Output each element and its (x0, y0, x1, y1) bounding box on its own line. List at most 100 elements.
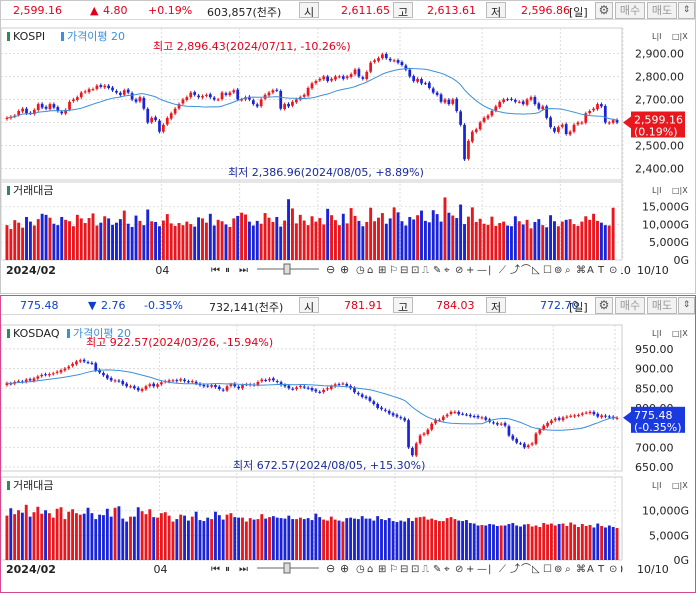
kosdaq-drawing-tool-icon: ⊞ (378, 564, 386, 575)
kosdaq-candle-body (55, 371, 59, 373)
kospi-volume-bar (611, 207, 615, 260)
kospi-volume-bar (553, 221, 556, 260)
kosdaq-volume-legend-marker (7, 481, 10, 490)
kosdaq-candle-body (291, 388, 295, 390)
kospi-candle-body (459, 111, 462, 125)
kospi-buy-button[interactable]: 매수 (615, 2, 645, 19)
kospi-candle-body (549, 117, 552, 128)
kosdaq-playback-icon: ⏸ (225, 564, 230, 575)
kosdaq-period[interactable]: [일] (569, 301, 588, 314)
kospi-candle-body (17, 111, 21, 115)
kosdaq-volume-bar (306, 518, 310, 560)
kosdaq-candle-body (592, 411, 596, 415)
kospi-candle-body (283, 104, 286, 109)
kospi-volume-bar (32, 225, 36, 260)
kosdaq-volume-bar (519, 526, 522, 560)
kosdaq-volume-bar (318, 517, 322, 560)
kosdaq-volume-bar (553, 525, 557, 560)
kosdaq-candle-body (538, 429, 542, 434)
kospi-volume-bar (64, 219, 68, 260)
kosdaq-gear-icon[interactable]: ⚙ (595, 297, 613, 314)
kospi-price-tick: 2,400.00 (635, 163, 684, 176)
kosdaq-volume-bar (260, 514, 264, 560)
kospi-candle-body (232, 90, 236, 93)
kospi-volume-bar (607, 225, 611, 260)
kosdaq-volume: 732,141(천주) (209, 301, 284, 314)
kosdaq-candle-body (496, 423, 499, 425)
kosdaq-zoom-handle (283, 562, 291, 574)
kospi-candle-body (21, 108, 24, 112)
kosdaq-candle-body (233, 383, 237, 387)
kosdaq-candle-body (183, 379, 186, 382)
kospi-candle-body (611, 120, 615, 123)
kospi-candle-body (122, 90, 126, 95)
kospi-candle-body (334, 76, 337, 80)
kosdaq-candle-body (144, 386, 148, 390)
kospi-sell-button[interactable]: 매도 (647, 2, 677, 19)
kospi-volume-bar (99, 222, 103, 260)
kosdaq-volume-bar (484, 525, 488, 560)
kosdaq-volume-bar (480, 525, 484, 560)
kospi-drawing-tool-icon: ⊘ (455, 265, 463, 276)
kospi-candle-body (32, 109, 36, 114)
kosdaq-volume-bar (175, 519, 179, 560)
kosdaq-buy-button[interactable]: 매수 (615, 297, 645, 314)
kosdaq-candle-body (40, 374, 44, 377)
kosdaq-volume-bar (310, 520, 314, 560)
kospi-drawing-tool-icon: ⤴ (510, 263, 520, 276)
kospi-candle-body (470, 131, 474, 142)
kosdaq-volume-bar (167, 515, 171, 560)
kosdaq-scroll-icon[interactable]: ⇕ (678, 297, 695, 314)
kospi-candle-body (349, 74, 353, 77)
kospi-volume-bar (146, 209, 150, 260)
kospi-volume: 603,857(천주) (207, 6, 282, 19)
kospi-volume-bar (341, 213, 345, 260)
kosdaq-sell-button[interactable]: 매도 (647, 297, 677, 314)
kospi-gear-icon[interactable]: ⚙ (595, 2, 613, 19)
kosdaq-volume-bar (105, 508, 109, 560)
kosdaq-window-icon: L|I (652, 481, 662, 490)
kospi-candle-body (181, 99, 185, 104)
kosdaq-volume-bar (573, 524, 577, 560)
kospi-candle-body (361, 77, 365, 79)
kosdaq-candle-body (542, 425, 546, 430)
kospi-candle-body (545, 106, 549, 118)
kosdaq-candle-body (283, 384, 287, 387)
kospi-volume-bar (177, 223, 181, 260)
kospi-current-tag (631, 111, 685, 138)
kosdaq-volume-bar (233, 517, 237, 560)
kospi-period[interactable]: [일] (569, 6, 588, 19)
kospi-candle-body (541, 106, 545, 110)
kospi-candle-body (228, 92, 232, 96)
kosdaq-volume-bar (561, 523, 565, 560)
kosdaq-volume-bar (353, 518, 356, 560)
kospi-candle-body (138, 97, 142, 102)
kospi-volume-bar (322, 224, 326, 260)
kosdaq-volume-bar (129, 516, 132, 560)
kosdaq-candle-body (217, 386, 221, 390)
kospi-volume-bar (556, 226, 560, 260)
kosdaq-volume-label: 거래대금 (13, 479, 53, 492)
kospi-drawing-tool-icon: ⊚ (554, 265, 562, 276)
kospi-volume-bar (596, 220, 599, 260)
kospi-volume-bar (435, 214, 439, 260)
kospi-window-icon: □|X (672, 186, 688, 195)
kosdaq-candle-body (214, 385, 217, 388)
kospi-volume-bar (216, 219, 220, 260)
kosdaq-current-pct: (-0.35%) (634, 421, 682, 434)
kospi-volume-legend-marker (7, 186, 10, 195)
kospi-candle-body (564, 124, 568, 134)
kospi-candle-body (345, 76, 349, 79)
kospi-candle-body (287, 103, 290, 107)
kospi-scroll-icon[interactable]: ⇕ (678, 2, 695, 19)
kospi-candle-body (576, 122, 580, 125)
kospi-volume-bar (44, 214, 48, 260)
kosdaq-candle-body (241, 385, 244, 389)
kosdaq-volume-bar (98, 514, 102, 560)
kosdaq-drawing-tool-icon: ⎍ (422, 564, 429, 575)
kospi-candle-body (572, 124, 576, 132)
kosdaq-volume-bar (414, 517, 418, 560)
kosdaq-volume-bar (113, 507, 117, 560)
kosdaq-volume-bar (468, 523, 472, 560)
kosdaq-candle-body (573, 415, 576, 417)
